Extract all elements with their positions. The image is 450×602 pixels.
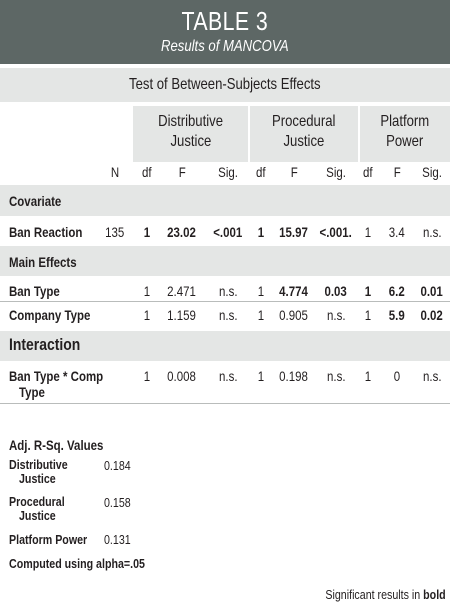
row-label-interaction-line2: Type [19, 384, 45, 400]
section-band-interaction [0, 331, 450, 361]
cell-df: 1 [143, 224, 151, 240]
group-platform-line2: Power [386, 133, 424, 150]
section-band-covariate [0, 185, 450, 216]
cell-df: 1 [257, 224, 265, 240]
cell-sig: n.s. [326, 368, 346, 384]
adj-heading: Adj. R-Sq. Values [9, 437, 104, 453]
cell-df: 1 [257, 368, 265, 384]
group-box-distributive [133, 106, 248, 162]
cell-f: 0.198 [279, 368, 309, 384]
row-label-ban-reaction: Ban Reaction [9, 224, 83, 240]
row-label-company-type: Company Type [9, 307, 91, 323]
col-sig-1: Sig. [218, 164, 238, 180]
col-df-2: df [256, 164, 266, 180]
cell-f: 0 [393, 368, 401, 384]
cell-f: 2.471 [167, 283, 197, 299]
cell-sig: 0.02 [420, 307, 444, 323]
col-sig-2: Sig. [326, 164, 346, 180]
group-distributive-line1: Distributive [158, 113, 223, 130]
cell-df: 1 [143, 368, 151, 384]
cell-sig: n.s. [422, 224, 442, 240]
col-f-1: F [178, 164, 186, 180]
cell-f: 23.02 [167, 224, 197, 240]
adj-label-procedural-line2: Justice [19, 508, 56, 523]
footnote-bold-word: bold [423, 587, 446, 602]
cell-sig: n.s. [422, 368, 442, 384]
table-bottom-rule [0, 403, 450, 404]
row-label-ban-type: Ban Type [9, 283, 60, 299]
group-procedural-line2: Justice [283, 133, 325, 150]
cell-n-ban-reaction: 135 [105, 224, 125, 240]
col-df-1: df [142, 164, 152, 180]
adj-value-procedural: 0.158 [104, 495, 131, 510]
table-caption: Test of Between-Subjects Effects [129, 76, 321, 93]
cell-df: 1 [257, 283, 265, 299]
cell-df: 1 [364, 283, 372, 299]
col-sig-3: Sig. [422, 164, 442, 180]
section-band-main-effects [0, 246, 450, 276]
cell-sig: n.s. [218, 368, 238, 384]
group-platform-line1: Platform [380, 113, 430, 130]
col-df-3: df [363, 164, 373, 180]
cell-df: 1 [257, 307, 265, 323]
adj-value-distributive: 0.184 [104, 458, 131, 473]
group-procedural-line1: Procedural [272, 113, 336, 130]
cell-sig: 0.03 [324, 283, 348, 299]
alpha-note: Computed using alpha=.05 [9, 556, 145, 571]
section-interaction: Interaction [9, 335, 81, 354]
adj-label-distributive-line1: Distributive [9, 457, 68, 472]
table-number: TABLE 3 [181, 6, 269, 36]
section-covariate: Covariate [9, 193, 62, 209]
cell-df: 1 [143, 307, 151, 323]
cell-f: 0.008 [167, 368, 197, 384]
cell-f: 15.97 [279, 224, 309, 240]
cell-sig: <.001. [319, 224, 353, 240]
adj-label-platform: Platform Power [9, 532, 88, 547]
row-label-interaction-line1: Ban Type * Comp [9, 368, 104, 384]
cell-sig: n.s. [218, 307, 238, 323]
cell-sig: 0.01 [420, 283, 444, 299]
cell-f: 5.9 [389, 307, 405, 323]
col-f-2: F [290, 164, 298, 180]
adj-label-procedural-line1: Procedural [9, 494, 65, 509]
cell-sig: n.s. [218, 283, 238, 299]
cell-f: 4.774 [279, 283, 309, 299]
cell-f: 3.4 [389, 224, 405, 240]
table-title-banner: TABLE 3 Results of MANCOVA [0, 0, 450, 64]
caption-band [0, 68, 450, 102]
col-n: N [110, 164, 120, 180]
cell-df: 1 [364, 224, 372, 240]
footnote-prefix: Significant results in [325, 587, 424, 602]
cell-f: 6.2 [389, 283, 405, 299]
cell-df: 1 [364, 307, 372, 323]
table-subtitle: Results of MANCOVA [161, 38, 289, 55]
significance-footnote: Significant results in bold [299, 587, 446, 602]
adj-label-distributive-line2: Justice [19, 471, 56, 486]
cell-sig: n.s. [326, 307, 346, 323]
group-distributive-line2: Justice [170, 133, 211, 150]
group-box-platform [360, 106, 450, 162]
adj-value-platform: 0.131 [104, 532, 131, 547]
cell-sig: <.001 [213, 224, 243, 240]
cell-f: 0.905 [279, 307, 309, 323]
cell-df: 1 [143, 283, 151, 299]
group-box-procedural [250, 106, 358, 162]
section-main-effects: Main Effects [9, 254, 77, 270]
col-f-3: F [393, 164, 401, 180]
cell-f: 1.159 [167, 307, 197, 323]
row-divider [0, 301, 450, 302]
cell-df: 1 [364, 368, 372, 384]
